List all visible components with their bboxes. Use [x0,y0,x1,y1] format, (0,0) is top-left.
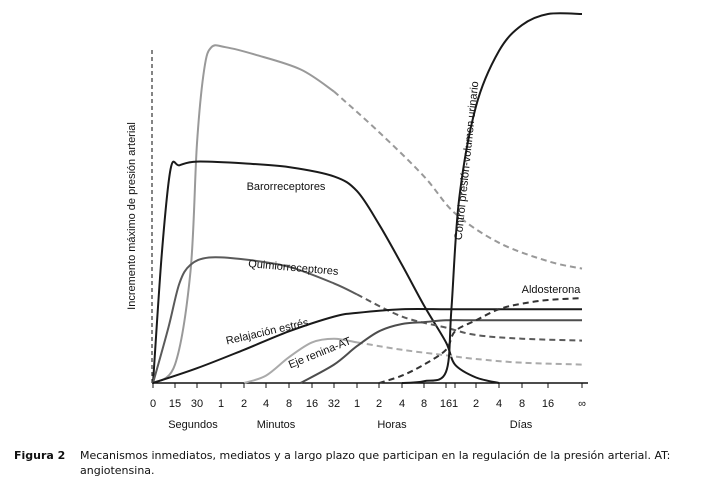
series-dashed-2 [356,293,583,342]
series-dashed-0 [333,90,583,270]
series-line-4 [243,337,358,384]
caption-text: Mecanismos inmediatos, mediatos y a larg… [80,449,671,477]
series-line-2 [152,256,358,384]
x-tick-label: 4 [263,398,269,410]
x-tick-label: 1 [452,398,458,410]
curve-labels: Barorreceptores Quimiorreceptores Relajaci… [225,81,581,372]
x-tick-label: 8 [286,398,292,410]
x-tick-label: 8 [421,398,427,410]
series-line-5 [300,319,582,384]
curve-label: Control presión-volumen urinario [453,81,482,241]
y-axis-label: Incremento máximo de presión arterial [126,122,138,310]
curve-label: Aldosterona [522,284,582,296]
x-unit-label: Horas [377,419,407,431]
curve-label: Relajación estrés [225,317,310,348]
x-tick-label: 8 [519,398,525,410]
series-line-7 [401,12,583,384]
figure-label: Figura 2 [14,449,66,462]
curve-label: Barorreceptores [247,181,326,193]
x-tick-label: 16 [542,398,554,410]
x-tick-label: 16 [306,398,318,410]
x-tick-label: 15 [169,398,181,410]
x-tick-label: 2 [241,398,247,410]
x-tick-label: 4 [496,398,502,410]
series-dashed-6 [378,297,583,384]
series-line-3 [152,307,582,384]
x-tick-label: 2 [376,398,382,410]
x-tick-label: 0 [150,398,156,410]
x-ticks: 0 15 30 1 2 4 8 16 32 1 2 4 8 16 1 2 4 8 16 ∞ [150,383,586,410]
x-tick-label: 16 [440,398,452,410]
figure-caption: Figura 2 Mecanismos inmediatos, mediatos… [14,448,704,477]
x-unit-label: Días [510,419,533,431]
curve-label: Quimiorreceptores [248,258,340,278]
chart: 0 15 30 1 2 4 8 16 32 1 2 4 8 16 1 2 4 8 16 ∞ Segundos Minut… [126,12,588,431]
x-unit-label: Segundos [168,419,218,431]
x-tick-label: 2 [473,398,479,410]
x-units: Segundos Minutos Horas Días [168,419,533,431]
x-unit-label: Minutos [257,419,296,431]
series-line-0 [152,44,335,384]
x-tick-label: 1 [354,398,360,410]
series-dashed-4 [356,341,583,366]
x-tick-label: 32 [328,398,340,410]
x-tick-label: 1 [218,398,224,410]
x-tick-label: 4 [399,398,405,410]
x-tick-label: 30 [191,398,203,410]
series-layer [152,12,583,384]
x-tick-label: ∞ [578,398,586,410]
